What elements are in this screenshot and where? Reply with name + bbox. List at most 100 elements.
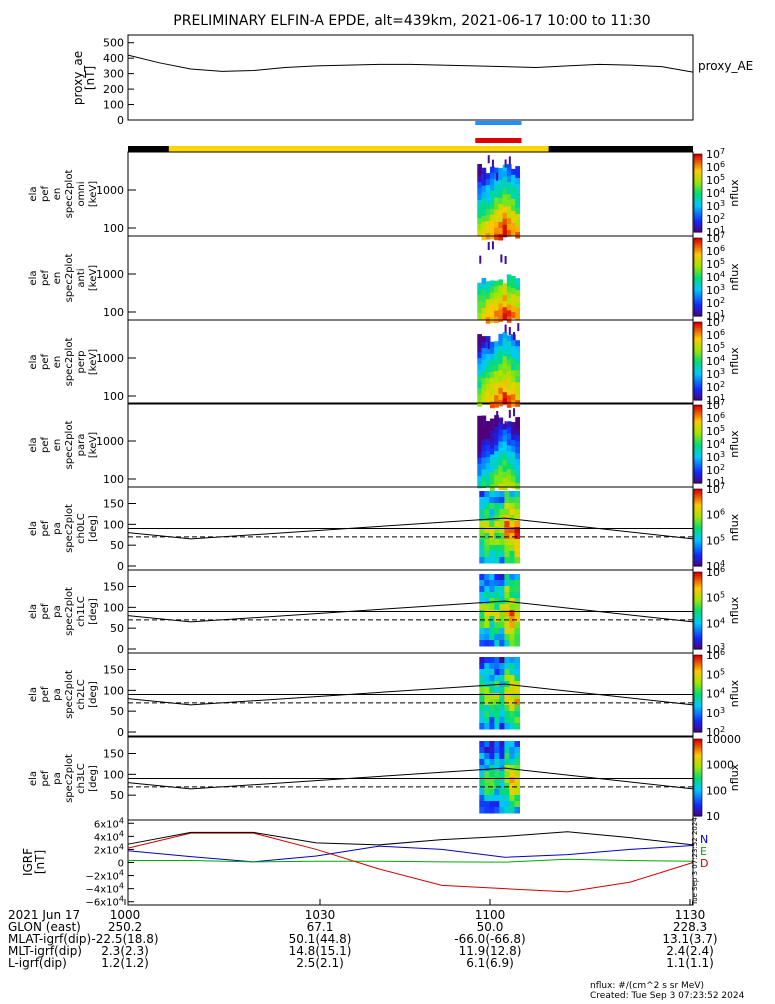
pitch-angle-pixel: [484, 777, 490, 784]
igrf-tick-label: 6x104: [94, 816, 124, 830]
pitch-angle-pixel: [484, 711, 490, 718]
spectrogram-pixel: [502, 465, 508, 473]
colorbar-tick-label: 101: [706, 476, 725, 490]
pitch-angle-pixel: [479, 723, 485, 730]
spectrogram-pixel: [487, 155, 490, 164]
pitch-angle-pixel: [494, 783, 500, 790]
colorbar-cell: [694, 239, 702, 243]
colorbar-cell: [694, 457, 702, 461]
spectrogram-pixel: [515, 340, 520, 347]
spectrogram-pixel: [498, 453, 504, 461]
colorbar-cell: [694, 660, 702, 664]
pitch-angle-pixel: [504, 807, 510, 814]
colorbar-cell: [694, 453, 702, 457]
colorbar-tick-label: 103: [706, 283, 725, 297]
colorbar-cell: [694, 210, 702, 214]
spectrogram-pixel: [477, 230, 482, 237]
spectrogram-pixel: [494, 286, 499, 294]
pitch-angle-pixel: [479, 527, 485, 534]
pitch-angle-pixel: [494, 509, 500, 516]
pitch-angle-pixel: [504, 557, 510, 564]
pitch-angle-pixel: [484, 789, 490, 796]
igrf-tick-label: 2x104: [94, 842, 124, 856]
colorbar-cell: [694, 306, 702, 309]
colorbar-cell: [694, 335, 702, 339]
colorbar-tick-label: 107: [706, 482, 725, 496]
colorbar-cell: [694, 361, 702, 364]
footer-time-label: 1030: [305, 908, 336, 922]
spectrogram-panel-frame: [127, 151, 694, 237]
colorbar-cell: [694, 614, 702, 617]
spectrogram-pixel: [477, 312, 482, 320]
spectrogram-tick-label: 1000: [96, 184, 124, 197]
colorbar-cell: [694, 716, 702, 720]
pitch-angle-pixel: [504, 723, 510, 730]
colorbar-cell: [694, 288, 702, 292]
pitch-angle-pixel: [484, 705, 490, 712]
colorbar-cell: [694, 351, 702, 354]
spectrogram-pixel: [494, 427, 499, 434]
colorbar-cell: [694, 794, 702, 798]
pitch-angle-pixel: [499, 545, 505, 552]
spectrogram-pixel: [506, 463, 512, 470]
colorbar-cell: [694, 284, 702, 288]
pitch-angle-pixel: [494, 669, 500, 676]
pitch-angle-pixel: [489, 527, 495, 534]
colorbar-frame: [693, 321, 703, 401]
pitch-angle-pixel: [499, 521, 505, 528]
colorbar-cell: [694, 384, 702, 387]
spectrogram-tick-label: 100: [103, 390, 124, 403]
colorbar-cell: [694, 598, 702, 602]
colorbar-tick-label: 107: [706, 315, 725, 329]
spectrogram-pixel: [485, 360, 491, 367]
pitch-angle-pixel: [479, 557, 485, 564]
colorbar-cell: [694, 183, 702, 186]
pitch-angle-pixel: [484, 771, 490, 778]
spectrogram-pixel: [508, 327, 511, 336]
pitch-angle-pixel: [514, 795, 520, 802]
spectrogram-ylabel: [keV]: [88, 432, 99, 458]
colorbar-cell: [694, 370, 702, 374]
spectrogram-pixel: [515, 166, 520, 173]
spectrogram-pixel: [515, 435, 520, 442]
pitch-angle-pixel: [504, 634, 510, 641]
pitch-angle-pixel: [484, 640, 490, 647]
colorbar-cell: [694, 814, 702, 817]
spectrogram-pixel: [477, 475, 482, 483]
colorbar-cell: [694, 302, 702, 305]
pitch-angle-ylabel: pa: [52, 522, 63, 534]
spectrogram-pixel: [481, 378, 487, 385]
pitch-angle-pixel: [504, 699, 510, 706]
spectrogram-pixel: [489, 172, 495, 180]
spectrogram-pixel: [511, 168, 516, 176]
colorbar-cell: [694, 572, 702, 575]
colorbar-tick-label: 106: [706, 244, 725, 258]
colorbar-cell: [694, 728, 702, 731]
spectrogram-pixel: [498, 357, 504, 365]
pitch-angle-varying-line: [127, 683, 694, 706]
colorbar-cell: [694, 722, 702, 725]
spectrogram-pixel: [485, 215, 491, 222]
spectrogram-pixel: [502, 459, 508, 467]
spectrogram-pixel: [477, 382, 482, 389]
colorbar-cell: [694, 440, 702, 443]
spectrogram-pixel: [498, 297, 504, 304]
pitch-angle-tick-label: 50: [110, 539, 124, 552]
colorbar-cell: [694, 710, 702, 714]
spectrogram-pixel: [506, 335, 512, 342]
pitch-angle-pixel: [509, 747, 515, 754]
spectrogram-pixel: [481, 342, 487, 349]
pitch-angle-pixel: [484, 657, 490, 664]
footer-value: 6.1(6.9): [466, 956, 514, 970]
pitch-angle-pixel: [504, 604, 510, 611]
pitch-angle-pixel: [514, 557, 520, 564]
colorbar-cell: [694, 643, 702, 646]
spectrogram-pixel: [506, 230, 512, 237]
pitch-angle-pixel: [484, 693, 490, 700]
spectrogram-pixel: [477, 194, 482, 201]
pitch-angle-pixel: [479, 539, 485, 546]
igrf-tick-label: 0: [118, 859, 124, 870]
spectrogram-pixel: [506, 304, 512, 311]
spectrogram-pixel: [481, 167, 487, 175]
spectrogram-pixel: [481, 390, 487, 397]
